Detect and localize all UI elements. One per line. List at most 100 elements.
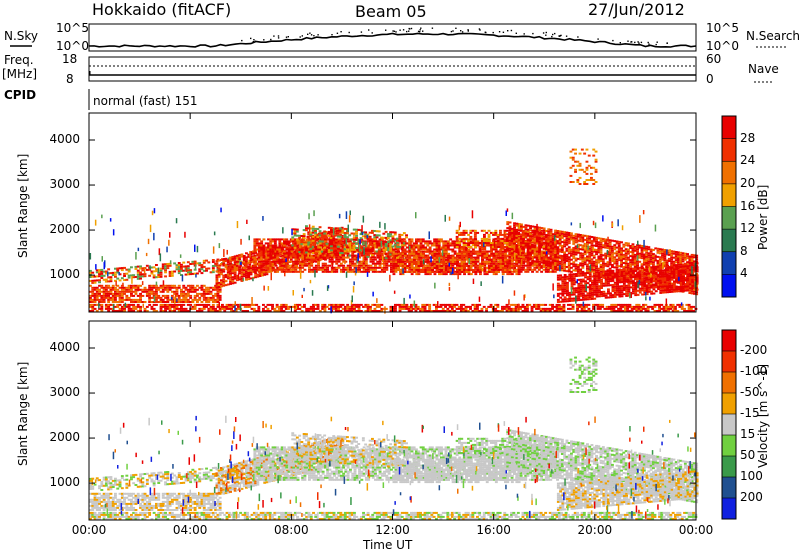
heatmap-cell [481,248,484,251]
heatmap-cell [401,252,405,255]
heatmap-cell [524,268,528,271]
heatmap-cell [402,242,406,245]
heatmap-cell [513,244,516,247]
heatmap-cell [308,235,312,238]
heatmap-cell [565,243,569,246]
heatmap-cell [519,268,523,271]
heatmap-cell [263,259,267,262]
heatmap-cell [283,238,286,241]
heatmap-cell [453,246,457,249]
heatmap-cell [374,252,377,255]
heatmap-cell [524,270,528,273]
heatmap-cell [469,262,473,265]
heatmap-cell [139,288,142,291]
heatmap-cell [490,268,493,271]
heatmap-cell [341,254,345,257]
nsearch-point [270,38,272,41]
heatmap-cell [549,236,553,239]
heatmap-cell [517,273,521,276]
heatmap-cell [563,263,567,266]
heatmap-cell [387,244,391,247]
heatmap-cell [526,247,530,249]
heatmap-cell [285,248,289,251]
heatmap-cell [305,251,308,254]
heatmap-cell [574,237,578,240]
heatmap-cell [322,258,326,260]
heatmap-cell [367,244,371,247]
heatmap-cell [114,273,117,276]
heatmap-cell [529,233,532,236]
heatmap-cell [120,298,124,301]
heatmap-cell [207,286,211,289]
heatmap-cell [120,294,124,297]
heatmap-cell [390,250,393,253]
heatmap-cell [549,251,553,253]
heatmap-cell [362,266,366,269]
heatmap-cell [526,251,530,253]
heatmap-cell [472,260,476,263]
heatmap-cell [166,296,170,299]
heatmap-cell [186,284,190,287]
heatmap-cell [161,265,165,268]
heatmap-cell [364,262,368,265]
heatmap-cell [320,240,324,243]
heatmap-cell [307,231,311,234]
heatmap-cell [567,242,571,245]
heatmap-cell [196,292,199,295]
heatmap-cell [321,256,325,259]
heatmap-cell [460,231,464,234]
heatmap-cell [435,271,439,273]
heatmap-cell [161,263,165,266]
heatmap-cell [170,284,174,287]
heatmap-cell [483,246,487,249]
heatmap-cell [530,240,534,242]
heatmap-cell [505,246,509,248]
heatmap-cell [376,270,380,273]
heatmap-cell [419,260,423,263]
heatmap-cell [476,242,480,244]
heatmap-cell [579,270,583,273]
heatmap-cell [426,242,430,245]
heatmap-cell [467,269,471,271]
heatmap-cell [371,231,374,234]
heatmap-cell [327,242,330,245]
power-heatmap [89,148,699,314]
heatmap-cell [469,269,473,271]
heatmap-cell [310,242,314,245]
heatmap-cell [308,254,311,257]
heatmap-cell [104,284,108,287]
heatmap-cell [265,248,269,251]
heatmap-cell [341,237,345,240]
heatmap-cell [517,265,521,267]
heatmap-cell [301,248,305,251]
heatmap-cell [403,240,407,243]
heatmap-cell [240,255,244,258]
heatmap-cell [276,258,280,261]
heatmap-cell [565,241,569,244]
heatmap-cell [166,267,170,270]
heatmap-cell [551,255,555,258]
heatmap-cell [442,242,446,245]
heatmap-cell [384,230,388,233]
heatmap-cell [529,245,532,248]
heatmap-cell [431,254,435,257]
heatmap-cell [401,240,405,243]
heatmap-cell [216,301,220,303]
heatmap-cell [542,241,546,244]
heatmap-cell [485,256,489,259]
heatmap-cell [442,252,446,255]
heatmap-cell [343,246,347,249]
heatmap-cell [267,250,270,253]
heatmap-cell [551,233,555,236]
heatmap-cell [499,237,502,240]
heatmap-cell [285,246,289,249]
heatmap-cell [318,242,322,245]
heatmap-cell [442,250,446,253]
heatmap-cell [295,238,299,241]
heatmap-cell [292,262,295,265]
heatmap-cell [567,238,571,241]
heatmap-cell [278,248,282,251]
heatmap-cell [321,270,325,273]
heatmap-cell [339,262,343,265]
heatmap-cell [570,238,573,241]
